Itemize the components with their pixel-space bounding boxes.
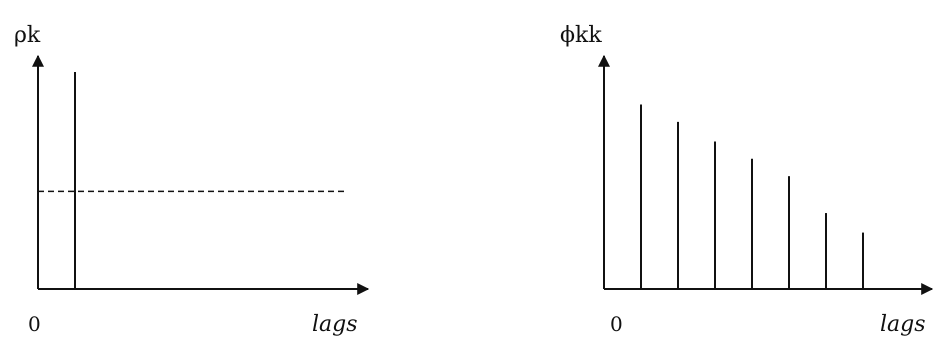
pacf-bars — [640, 104, 864, 289]
pacf-y-label: ϕkk — [560, 23, 602, 48]
acf-chart: ρk 0 lags — [14, 23, 370, 337]
acf-x-label: lags — [312, 312, 358, 337]
pacf-chart: ϕkk 0 lags — [560, 23, 934, 337]
pacf-x-label: lags — [880, 312, 926, 337]
acf-origin-label: 0 — [28, 312, 41, 336]
acf-y-label: ρk — [14, 23, 41, 48]
pacf-origin-label: 0 — [610, 312, 623, 336]
